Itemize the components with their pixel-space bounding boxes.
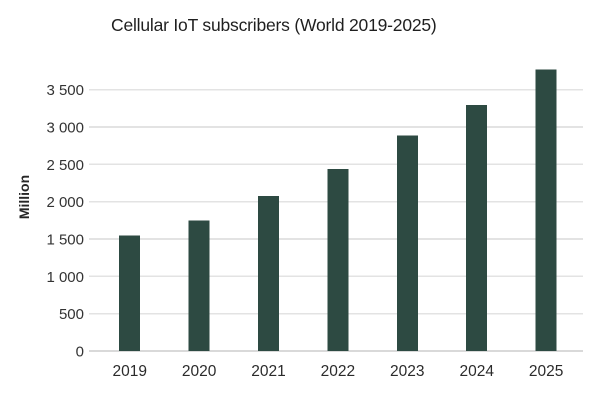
y-axis-title: Million bbox=[16, 174, 32, 220]
chart-title: Cellular IoT subscribers (World 2019-202… bbox=[111, 15, 437, 35]
bar-2025 bbox=[535, 69, 557, 351]
bar-2019 bbox=[119, 235, 141, 351]
y-tick-label: 3 000 bbox=[46, 120, 84, 137]
y-tick-label: 1 500 bbox=[46, 232, 84, 249]
x-axis-label: 2020 bbox=[182, 363, 217, 380]
x-axis-label: 2025 bbox=[529, 363, 563, 380]
y-tick-label: 2 000 bbox=[46, 194, 84, 211]
x-axis-label: 2021 bbox=[251, 363, 285, 380]
bar-2021 bbox=[258, 196, 279, 351]
x-axis-label: 2019 bbox=[112, 363, 146, 380]
x-axis-label: 2023 bbox=[390, 363, 424, 380]
x-axis-label: 2022 bbox=[321, 363, 355, 380]
bar-2024 bbox=[466, 105, 488, 351]
x-axis-label: 2024 bbox=[459, 363, 494, 380]
bar-2022 bbox=[327, 168, 349, 351]
y-tick-label: 0 bbox=[76, 344, 84, 361]
bar-2023 bbox=[396, 135, 418, 351]
y-tick-label: 3 500 bbox=[46, 82, 84, 99]
y-tick-label: 500 bbox=[59, 306, 84, 323]
bar-2020 bbox=[188, 220, 210, 351]
y-tick-label: 2 500 bbox=[46, 157, 84, 174]
y-tick-label: 1 000 bbox=[46, 269, 84, 286]
